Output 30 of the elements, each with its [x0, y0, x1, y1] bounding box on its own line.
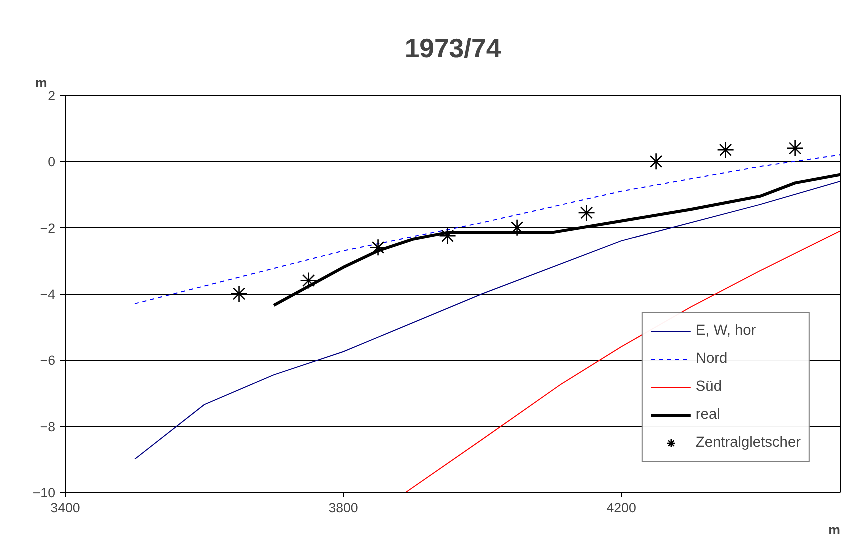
- point: [230, 285, 248, 303]
- line-series: [134, 154, 840, 304]
- line-series: [406, 230, 840, 492]
- x-tick-label: 4200: [606, 500, 636, 516]
- point: [439, 227, 456, 245]
- line-series: [134, 181, 840, 460]
- legend-label: Nord: [696, 351, 728, 367]
- legend-label: Süd: [696, 379, 722, 395]
- y-tick-label: −8: [40, 419, 56, 434]
- legend-label: E, W, hor: [696, 323, 756, 339]
- chart-title: 1973/74: [404, 34, 502, 64]
- y-tick-label: −4: [40, 287, 56, 302]
- point: [717, 141, 734, 159]
- x-axis-title: m: [828, 522, 841, 538]
- point: [578, 204, 596, 222]
- y-tick-label: −2: [40, 220, 56, 236]
- legend-label: real: [696, 407, 720, 423]
- y-tick-label: −6: [40, 353, 56, 368]
- y-tick-label: 2: [48, 88, 56, 104]
- legend-label: Zentralgletscher: [696, 435, 801, 451]
- y-tick-label: 0: [48, 154, 56, 170]
- x-tick-label: 3400: [50, 500, 80, 516]
- y-axis-title: m: [36, 76, 48, 90]
- point: [648, 153, 665, 170]
- point: [370, 239, 387, 256]
- y-tick-label: −10: [32, 486, 56, 500]
- x-tick-label: 3800: [328, 500, 358, 516]
- point: [786, 140, 804, 158]
- point: [300, 272, 318, 290]
- point: [508, 219, 526, 236]
